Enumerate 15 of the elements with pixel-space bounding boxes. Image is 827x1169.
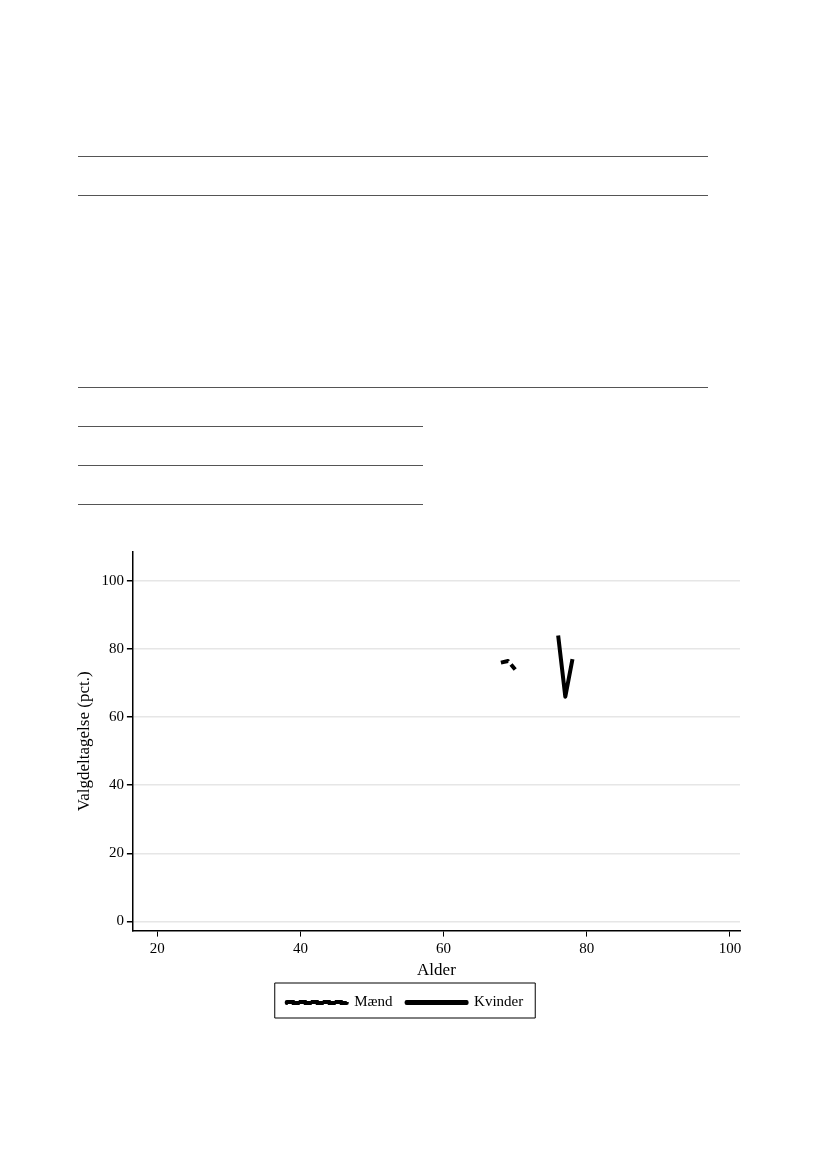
y-tick-label: 60 [108, 708, 124, 725]
y-tick-label: 0 [116, 912, 124, 929]
legend-label: Kvinder [474, 993, 524, 1010]
x-axis-title: Alder [417, 960, 457, 980]
x-tick-label: 80 [579, 939, 595, 956]
y-tick-label: 40 [108, 776, 124, 793]
y-tick-label: 20 [108, 844, 124, 861]
x-tick-label: 40 [292, 939, 308, 956]
y-tick-label: 100 [101, 571, 124, 588]
y-axis-title: Valgdeltagelse (pct.) [73, 671, 93, 812]
y-tick-label: 80 [108, 639, 124, 656]
x-tick-label: 60 [436, 939, 452, 956]
x-tick-label: 100 [718, 939, 742, 956]
x-tick-label: 20 [149, 939, 165, 956]
legend-label: Mænd [354, 993, 394, 1010]
